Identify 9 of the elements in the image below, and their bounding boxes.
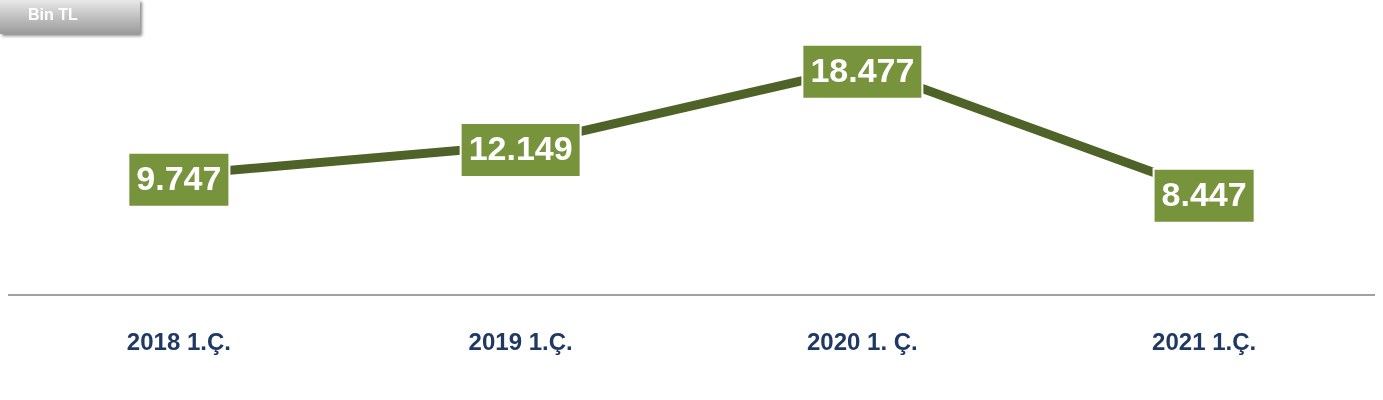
x-tick-label: 2018 1.Ç.: [126, 328, 231, 356]
y-axis-title: Bin TL: [0, 0, 140, 34]
data-label: 9.747: [136, 159, 222, 198]
data-label: 18.477: [810, 51, 915, 90]
x-tick-label: 2021 1.Ç.: [1152, 328, 1257, 356]
x-tick-label: 2020 1. Ç.: [807, 328, 918, 356]
x-tick-label: 2019 1.Ç.: [468, 328, 573, 356]
data-label: 8.447: [1161, 175, 1247, 214]
data-label: 12.149: [468, 129, 573, 168]
